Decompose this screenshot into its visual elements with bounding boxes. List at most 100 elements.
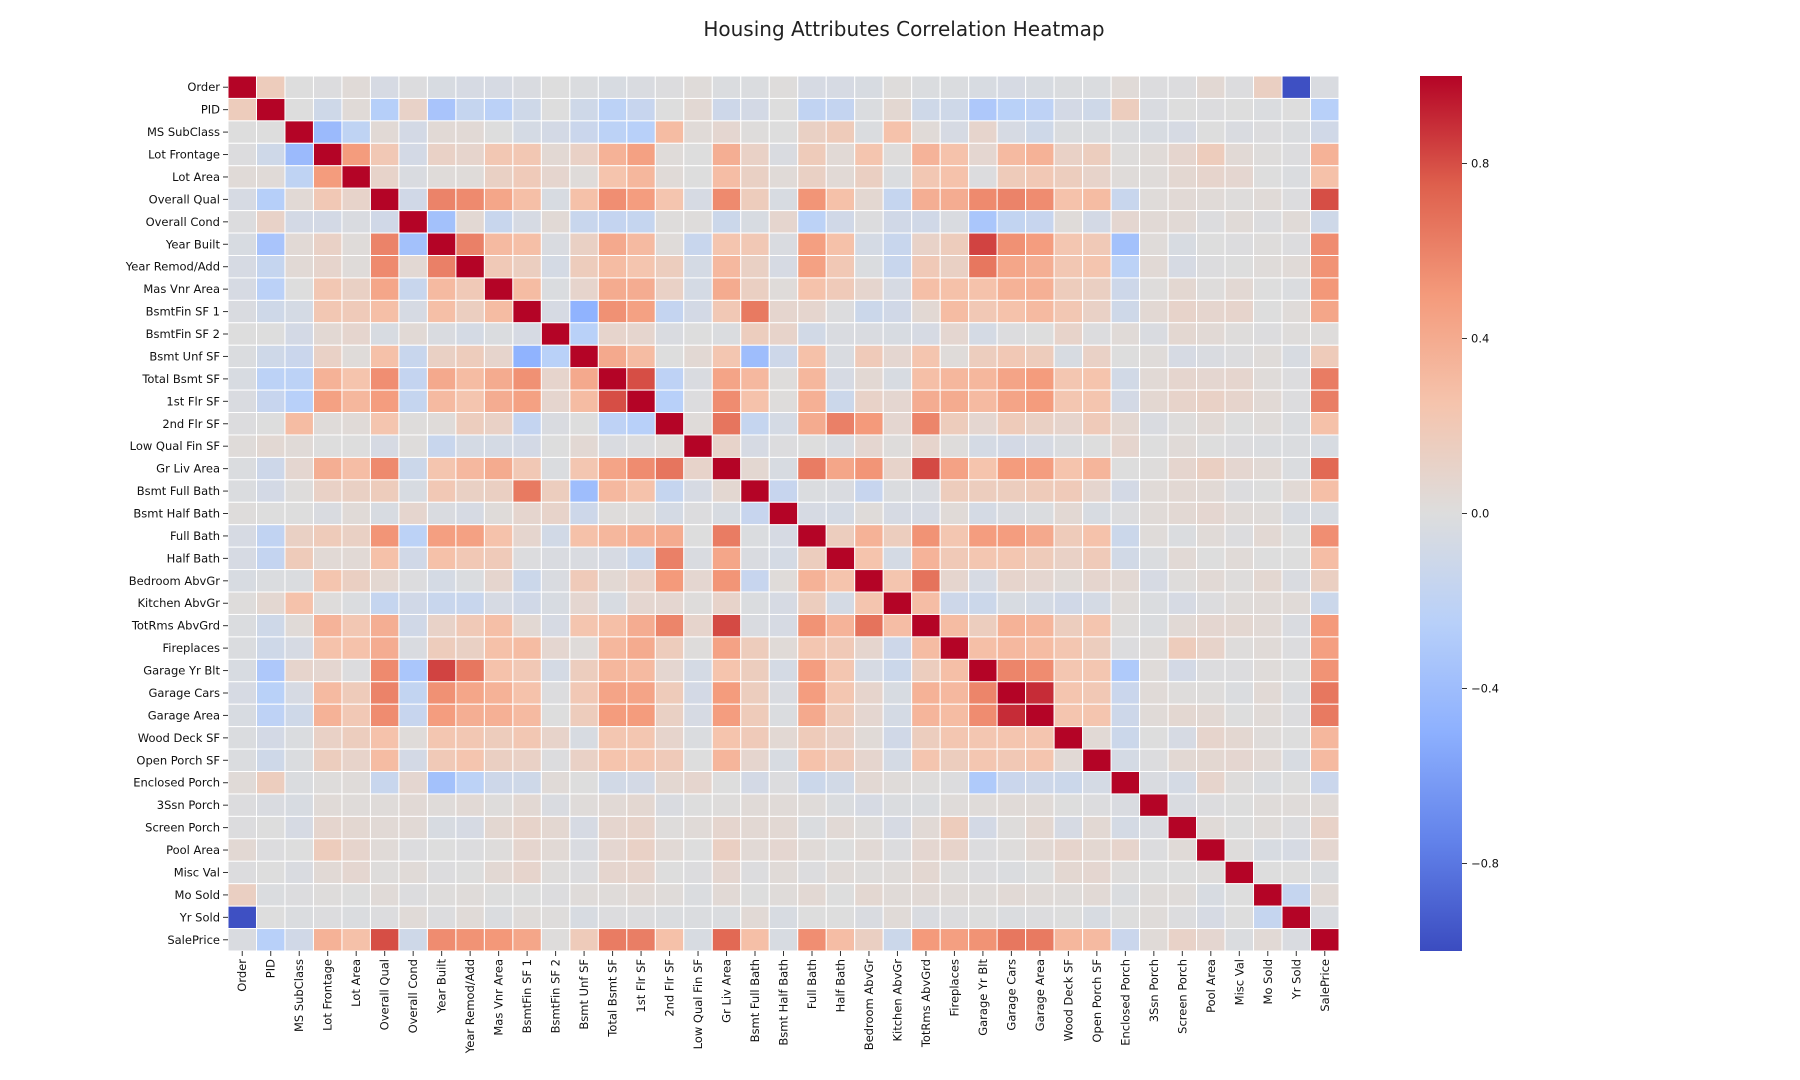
heatmap-cell bbox=[227, 412, 257, 436]
heatmap-cell bbox=[1167, 681, 1198, 705]
heatmap-cell bbox=[1310, 658, 1340, 683]
x-tick-label: Open Porch SF bbox=[1090, 959, 1104, 1043]
heatmap-cell bbox=[1224, 726, 1255, 750]
heatmap-cell bbox=[1082, 120, 1112, 144]
heatmap-cell bbox=[1224, 613, 1255, 638]
heatmap-cell bbox=[284, 120, 314, 144]
heatmap-cell bbox=[369, 748, 400, 773]
heatmap-cell bbox=[1025, 681, 1055, 705]
x-tick-label: Order bbox=[235, 959, 249, 992]
heatmap-cell bbox=[483, 793, 514, 817]
heatmap-cell bbox=[1139, 591, 1169, 615]
heatmap-cell bbox=[768, 815, 799, 840]
heatmap-cell bbox=[1053, 569, 1084, 593]
heatmap-cell bbox=[1167, 210, 1198, 234]
heatmap-cell bbox=[227, 456, 257, 481]
heatmap-cell bbox=[882, 815, 913, 840]
heatmap-cell bbox=[455, 254, 485, 279]
heatmap-cell bbox=[1110, 120, 1141, 144]
heatmap-cell bbox=[1167, 434, 1198, 458]
heatmap-cell bbox=[398, 905, 428, 930]
heatmap-cell bbox=[483, 591, 514, 615]
heatmap-cell bbox=[597, 367, 628, 391]
heatmap-cell bbox=[597, 658, 628, 683]
heatmap-cell bbox=[597, 97, 628, 122]
heatmap-cell bbox=[227, 883, 257, 907]
heatmap-cell bbox=[540, 928, 571, 952]
heatmap-cell bbox=[1082, 254, 1112, 279]
heatmap-cell bbox=[740, 434, 770, 458]
heatmap-cell bbox=[455, 771, 485, 795]
heatmap-cell bbox=[1224, 838, 1255, 862]
y-tick-label: Bsmt Unf SF bbox=[149, 349, 220, 363]
heatmap-cell bbox=[540, 838, 571, 862]
heatmap-cell bbox=[711, 389, 742, 414]
heatmap-cell bbox=[968, 905, 998, 930]
heatmap-cell bbox=[569, 299, 599, 324]
heatmap-cell bbox=[1110, 524, 1141, 548]
heatmap-cell bbox=[1253, 636, 1283, 660]
y-tick-label: TotRms AbvGrd bbox=[131, 619, 220, 633]
heatmap-cell bbox=[569, 344, 599, 369]
heatmap-cell bbox=[911, 277, 941, 301]
heatmap-cell bbox=[227, 254, 257, 279]
heatmap-cell bbox=[255, 928, 286, 952]
heatmap-cell bbox=[939, 232, 970, 256]
heatmap-cell bbox=[1053, 97, 1084, 122]
heatmap-cell bbox=[825, 838, 856, 862]
heatmap-cell bbox=[597, 142, 628, 167]
heatmap-cell bbox=[227, 322, 257, 346]
heatmap-cell bbox=[540, 681, 571, 705]
heatmap-cell bbox=[996, 367, 1027, 391]
heatmap-cell bbox=[597, 748, 628, 773]
heatmap-cell bbox=[911, 771, 941, 795]
heatmap-cell bbox=[1196, 142, 1226, 167]
heatmap-cell bbox=[1167, 187, 1198, 212]
heatmap-cell bbox=[683, 277, 713, 301]
heatmap-cell bbox=[1053, 434, 1084, 458]
y-tick-label: Low Qual Fin SF bbox=[130, 439, 220, 453]
heatmap-cell bbox=[1224, 793, 1255, 817]
heatmap-cell bbox=[312, 412, 343, 436]
heatmap-cell bbox=[1082, 838, 1112, 862]
heatmap-cell bbox=[854, 703, 884, 728]
heatmap-cell bbox=[540, 524, 571, 548]
heatmap-cell bbox=[1281, 569, 1312, 593]
heatmap-cell bbox=[398, 613, 428, 638]
heatmap-cell bbox=[1196, 524, 1226, 548]
heatmap-cell bbox=[1253, 905, 1283, 930]
heatmap-cell bbox=[1196, 299, 1226, 324]
heatmap-cell bbox=[626, 928, 656, 952]
heatmap-cell bbox=[711, 210, 742, 234]
heatmap-cell bbox=[1167, 726, 1198, 750]
heatmap-cell bbox=[683, 412, 713, 436]
heatmap-cell bbox=[569, 412, 599, 436]
x-tick-label: Lot Frontage bbox=[321, 959, 335, 1031]
heatmap-cell bbox=[1110, 210, 1141, 234]
heatmap-cell bbox=[1139, 793, 1169, 817]
heatmap-cell bbox=[1082, 613, 1112, 638]
heatmap-cell bbox=[740, 299, 770, 324]
heatmap-cell bbox=[1139, 75, 1169, 99]
heatmap-cell bbox=[854, 658, 884, 683]
heatmap-cell bbox=[825, 815, 856, 840]
heatmap-cell bbox=[1310, 479, 1340, 503]
heatmap-cell bbox=[1310, 97, 1340, 122]
heatmap-cell bbox=[341, 367, 371, 391]
heatmap-cell bbox=[426, 613, 457, 638]
heatmap-cell bbox=[683, 703, 713, 728]
heatmap-cell bbox=[312, 501, 343, 526]
heatmap-cell bbox=[968, 120, 998, 144]
heatmap-cell bbox=[996, 928, 1027, 952]
heatmap-cell bbox=[569, 681, 599, 705]
heatmap-cell bbox=[654, 569, 685, 593]
heatmap-cell bbox=[768, 187, 799, 212]
heatmap-cell bbox=[1110, 636, 1141, 660]
heatmap-cell bbox=[740, 344, 770, 369]
heatmap-cell bbox=[512, 501, 542, 526]
heatmap-cell bbox=[426, 905, 457, 930]
heatmap-cell bbox=[711, 299, 742, 324]
heatmap-cell bbox=[1281, 210, 1312, 234]
heatmap-cell bbox=[540, 412, 571, 436]
heatmap-cell bbox=[597, 613, 628, 638]
